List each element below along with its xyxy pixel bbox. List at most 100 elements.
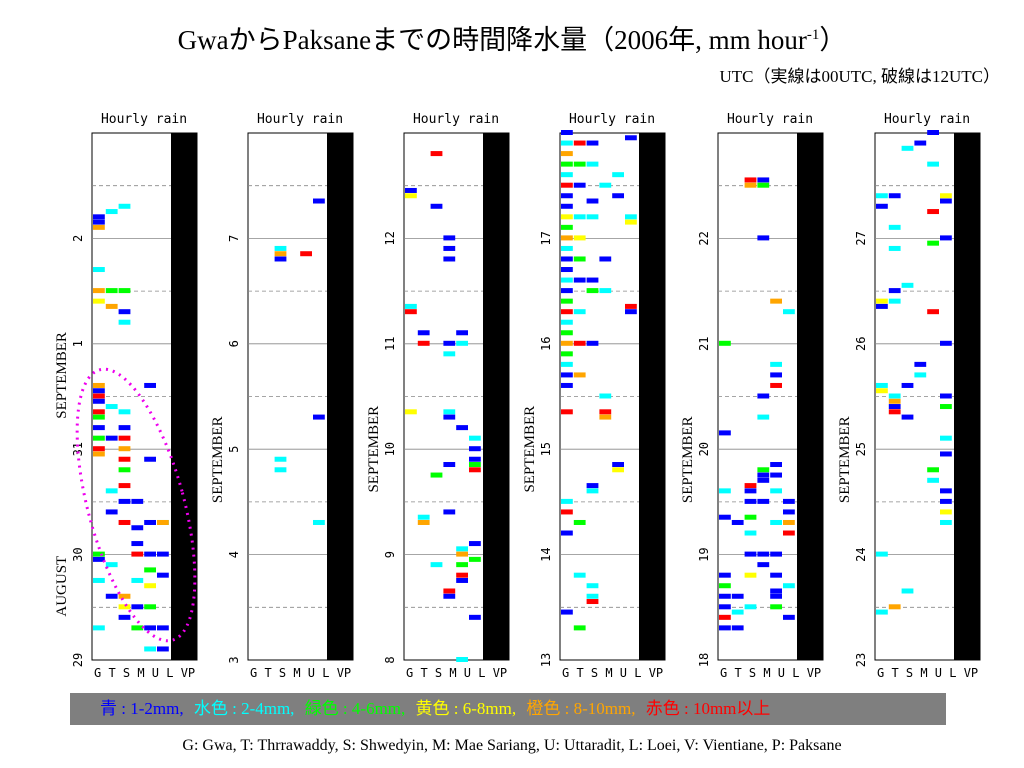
panel-title: Hourly rain — [257, 112, 343, 127]
rain-cell — [105, 562, 118, 568]
rain-cell — [876, 303, 888, 309]
rain-cell — [783, 509, 795, 515]
month-label: SEPTEMBER — [210, 416, 226, 503]
rain-cell — [561, 267, 573, 273]
rain-cell — [405, 309, 417, 315]
rain-cell — [876, 298, 888, 304]
rain-cell — [927, 209, 939, 215]
rain-cell — [93, 451, 105, 457]
day-tick-label: 3 — [227, 656, 241, 663]
rain-cell — [561, 372, 573, 378]
rain-cell — [573, 519, 586, 525]
rain-cell — [770, 462, 782, 468]
rain-cell — [770, 382, 782, 388]
rain-cell — [144, 604, 156, 610]
rain-cell — [131, 551, 144, 557]
day-tick-label: 17 — [539, 231, 553, 245]
rain-cell — [105, 288, 118, 294]
rain-cell — [561, 409, 573, 415]
paksane-column — [954, 133, 980, 660]
rain-cell — [770, 593, 782, 599]
rain-cell — [573, 161, 586, 167]
rain-cell — [757, 467, 770, 473]
day-tick-label: 13 — [539, 653, 553, 667]
day-tick-label: 22 — [697, 231, 711, 245]
rain-cell — [561, 382, 573, 388]
rain-cell — [131, 625, 144, 631]
rain-cell — [561, 351, 573, 357]
rain-cell — [612, 467, 624, 473]
rain-cell — [573, 140, 586, 146]
rain-cell — [731, 519, 744, 525]
rain-cell — [770, 588, 782, 594]
day-tick-label: 20 — [697, 442, 711, 456]
page-title: GwaからPaksaneまでの時間降水量（2006年, mm hour-1） — [177, 25, 847, 55]
station-axis-labels: G T S M U L VP — [94, 666, 195, 680]
month-label: SEPTEMBER — [366, 406, 382, 493]
rain-cell — [719, 625, 731, 631]
rain-cell — [105, 404, 118, 410]
rain-cell — [770, 488, 782, 494]
rain-cell — [757, 562, 770, 568]
station-axis-labels: G T S M U L VP — [250, 666, 351, 680]
rain-cell — [783, 309, 795, 315]
paksane-column — [171, 133, 197, 660]
rain-cell — [573, 372, 586, 378]
panel-title: Hourly rain — [884, 112, 970, 127]
rain-cell — [888, 224, 901, 230]
panel-title: Hourly rain — [413, 112, 499, 127]
rain-cell — [573, 277, 586, 283]
rain-cell — [456, 551, 468, 557]
month-label: SEPTEMBER — [54, 332, 70, 419]
rain-cell — [719, 430, 731, 436]
rain-cell — [599, 409, 612, 415]
rain-cell — [118, 203, 131, 209]
rain-cell — [770, 472, 782, 478]
rain-cell — [625, 135, 637, 141]
rain-cell — [274, 467, 287, 473]
panel-title: Hourly rain — [727, 112, 813, 127]
rain-cell — [561, 203, 573, 209]
rain-cell — [783, 614, 795, 620]
highlight-ellipse — [75, 367, 197, 643]
rain-cell — [940, 193, 952, 199]
rain-cell — [561, 214, 573, 220]
rain-cell — [456, 562, 468, 568]
rain-cell — [561, 530, 573, 536]
rain-cell — [927, 161, 939, 167]
day-tick-label: 11 — [383, 337, 397, 351]
rain-cell — [757, 393, 770, 399]
rain-cell — [888, 245, 901, 251]
rain-cell — [131, 604, 144, 610]
rain-cell — [131, 541, 144, 547]
rain-cell — [144, 382, 156, 388]
paksane-column — [327, 133, 353, 660]
rain-cell — [586, 161, 599, 167]
rain-cell — [561, 498, 573, 504]
rain-cell — [469, 462, 481, 468]
rain-cell — [561, 130, 573, 135]
rain-cell — [940, 235, 952, 241]
legend-item-green: 緑色 : 4-6mm, — [304, 699, 406, 718]
rain-cell — [876, 382, 888, 388]
rain-cell — [940, 393, 952, 399]
rain-cell — [469, 446, 481, 452]
rain-cell — [561, 235, 573, 241]
rain-cell — [612, 462, 624, 468]
rain-cell — [561, 361, 573, 367]
station-axis-labels: G T S M U L VP — [877, 666, 978, 680]
rain-cell — [118, 519, 131, 525]
rain-cell — [443, 509, 456, 515]
rain-cell — [757, 472, 770, 478]
rain-cell — [561, 277, 573, 283]
rain-cell — [744, 498, 757, 504]
rain-cell — [625, 309, 637, 315]
rain-cell — [625, 219, 637, 225]
rain-cell — [93, 393, 105, 399]
rain-cell — [144, 456, 156, 462]
rain-cell — [118, 425, 131, 431]
rain-cell — [940, 488, 952, 494]
rain-cell — [599, 414, 612, 420]
rain-cell — [561, 193, 573, 199]
rain-cell — [93, 267, 105, 273]
